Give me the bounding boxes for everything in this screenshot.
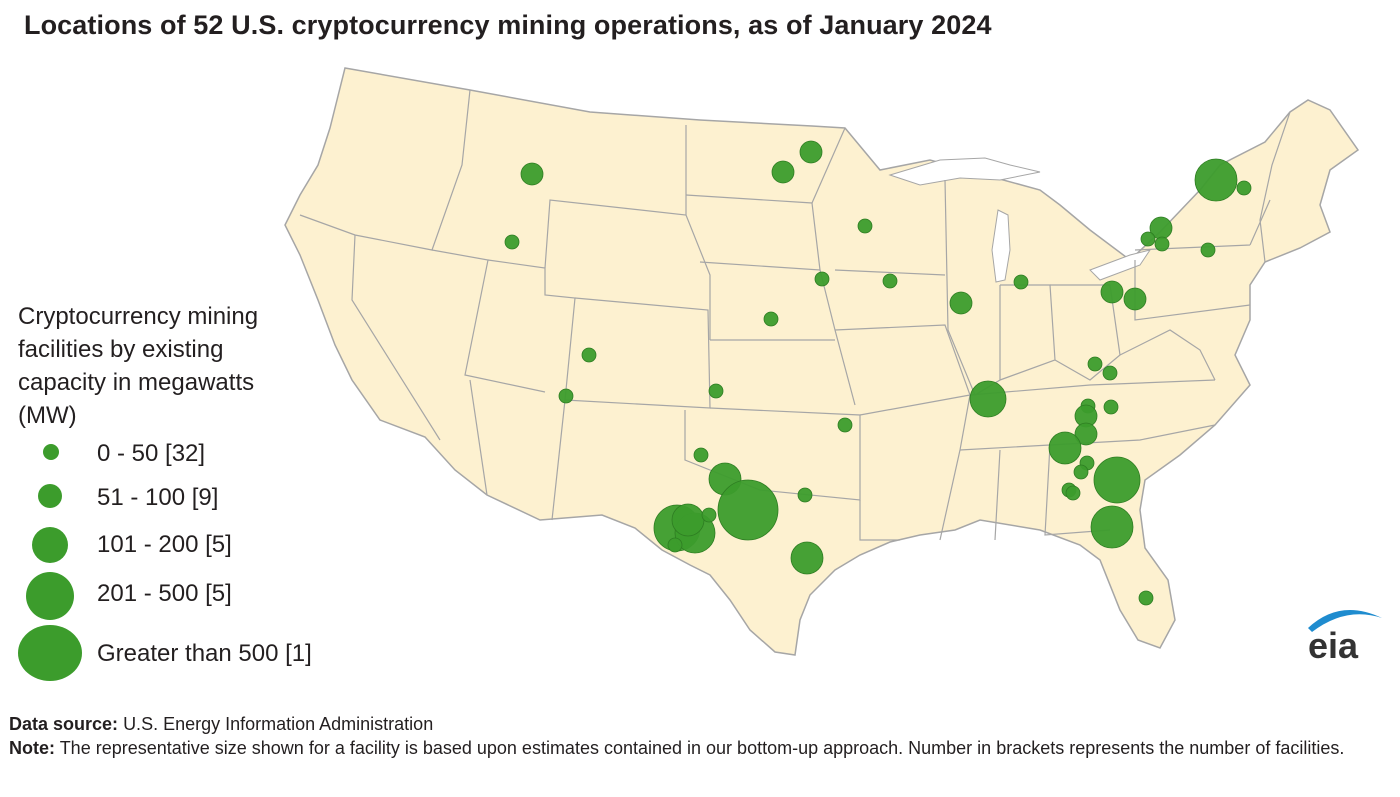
facility-marker: [837, 417, 853, 433]
facility-marker: [969, 380, 1007, 418]
legend-swatch-small: [43, 444, 59, 460]
facility-marker: [581, 347, 597, 363]
facility-marker: [1048, 431, 1082, 465]
facility-marker: [797, 487, 813, 503]
facility-markers: [504, 140, 1252, 606]
facility-marker: [857, 218, 873, 234]
lake-michigan: [991, 209, 1011, 283]
us-map: [284, 67, 1360, 656]
facility-marker: [814, 271, 830, 287]
facility-marker: [1093, 456, 1141, 504]
legend: Cryptocurrency mining facilities by exis…: [18, 300, 312, 681]
state-borders: [299, 89, 1291, 541]
facility-marker: [799, 140, 823, 164]
facility-marker: [1200, 242, 1216, 258]
facility-marker: [520, 162, 544, 186]
legend-swatch-large: [32, 527, 68, 563]
facility-marker: [1138, 590, 1154, 606]
facility-marker: [1090, 505, 1134, 549]
facility-marker: [1073, 464, 1089, 480]
facility-marker: [671, 503, 705, 537]
legend-swatch-medium: [38, 484, 62, 508]
facility-marker: [1154, 236, 1170, 252]
facility-marker: [558, 388, 574, 404]
legend-swatch-xlarge: [26, 572, 74, 620]
facility-marker: [1087, 356, 1103, 372]
lake-superior: [888, 157, 1041, 186]
facility-marker: [693, 447, 709, 463]
eia-logo-text: eia: [1308, 625, 1359, 664]
facility-marker: [1103, 399, 1119, 415]
legend-swatch-xxlarge: [18, 625, 82, 681]
note: Note: The representative size shown for …: [9, 738, 1345, 758]
facility-marker: [1065, 485, 1081, 501]
facility-marker: [1236, 180, 1252, 196]
eia-logo-icon: eia: [1308, 610, 1382, 664]
footer: Data source: U.S. Energy Information Adm…: [9, 712, 1394, 760]
facility-marker: [790, 541, 824, 575]
facility-marker: [882, 273, 898, 289]
facility-marker: [667, 537, 683, 553]
facility-marker: [1074, 422, 1098, 446]
data-source: Data source: U.S. Energy Information Adm…: [9, 714, 434, 734]
facility-marker: [1102, 365, 1118, 381]
lake-erie: [1089, 249, 1152, 281]
facility-marker: [504, 234, 520, 250]
facility-marker: [1013, 274, 1029, 290]
map-title: Locations of 52 U.S. cryptocurrency mini…: [24, 10, 992, 40]
legend-title: Cryptocurrency mining facilities by exis…: [18, 303, 259, 429]
facility-marker: [1100, 280, 1124, 304]
facility-marker: [1140, 231, 1156, 247]
facility-marker: [717, 479, 779, 541]
facility-marker: [708, 383, 724, 399]
facility-marker: [1123, 287, 1147, 311]
facility-marker: [1194, 158, 1238, 202]
facility-marker: [771, 160, 795, 184]
facility-marker: [949, 291, 973, 315]
facility-marker: [763, 311, 779, 327]
facility-marker: [701, 507, 717, 523]
